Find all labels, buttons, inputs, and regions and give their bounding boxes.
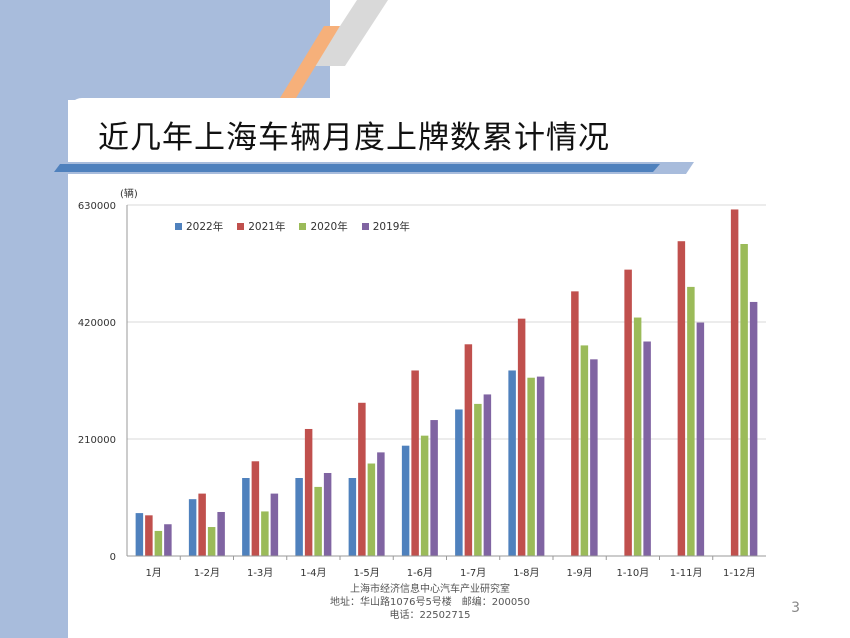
bar-2021年-1-10月 — [624, 269, 632, 556]
footer-org: 上海市经济信息中心汽车产业研究室 — [350, 584, 510, 595]
legend-item: 2019年 — [361, 219, 410, 234]
y-unit-label: (辆) — [120, 187, 138, 200]
legend-swatch — [237, 223, 245, 230]
legend-item: 2022年 — [175, 219, 223, 234]
x-tick-labels: 1月 1-2月 1-3月 1-4月 1-5月 1-6月 1-7月 1-8月 1-9月 1-10月 1… — [145, 556, 756, 579]
bar-2022年-1月 — [135, 513, 144, 556]
x-tick-label: 1-10月 — [617, 567, 650, 579]
chart-legend: 2022年 2021年 2020年 2019年 — [175, 219, 410, 234]
legend-label: 2019年 — [372, 221, 410, 233]
bar-2019年-1-3月 — [270, 493, 279, 556]
bar-2020年-1-3月 — [261, 511, 269, 556]
bar-2022年-1-6月 — [401, 445, 410, 556]
bar-2021年-1-6月 — [411, 370, 419, 556]
x-tick-label: 1-3月 — [247, 567, 273, 579]
bar-2020年-1月 — [154, 530, 163, 556]
orange-diagonal-stripe — [280, 26, 340, 98]
bar-2019年-1-9月 — [590, 359, 598, 556]
bar-2020年-1-8月 — [527, 377, 535, 556]
top-decor-band — [0, 0, 330, 100]
x-tick-label: 1-5月 — [353, 567, 379, 579]
bar-2021年-1-5月 — [358, 402, 366, 556]
footer-address: 地址：华山路1076号5号楼 邮编：200050 — [330, 597, 530, 608]
bar-2020年-1-9月 — [580, 345, 589, 556]
bar-2019年-1月 — [164, 524, 172, 556]
bar-2020年-1-11月 — [687, 286, 695, 556]
x-tick-label: 1-9月 — [566, 567, 592, 579]
bar-2021年-1-3月 — [251, 461, 260, 556]
bar-2019年-1-5月 — [377, 452, 385, 556]
x-tick-label: 1-2月 — [194, 567, 220, 579]
bar-2020年-1-10月 — [633, 317, 642, 556]
bar-2020年-1-6月 — [420, 435, 429, 556]
bar-2021年-1-8月 — [517, 318, 526, 556]
bar-2022年-1-3月 — [242, 478, 250, 556]
bar-2020年-1-5月 — [367, 463, 376, 556]
x-tick-label: 1-11月 — [670, 567, 703, 579]
x-tick-label: 1-8月 — [513, 567, 539, 579]
gray-diagonal-stripe — [314, 0, 388, 66]
page-number: 3 — [791, 600, 800, 616]
bar-2022年-1-5月 — [348, 478, 357, 556]
bar-2022年-1-4月 — [295, 478, 303, 556]
x-tick-label: 1-4月 — [300, 567, 326, 579]
y-tick-label: 0 — [110, 552, 116, 563]
legend-swatch — [361, 223, 369, 230]
bar-2021年-1-12月 — [730, 209, 739, 556]
x-tick-label: 1-6月 — [407, 567, 433, 579]
bar-2020年-1-12月 — [740, 244, 748, 556]
bar-2019年-1-10月 — [643, 341, 651, 556]
y-tick-label: 210000 — [78, 435, 116, 446]
legend-label: 2020年 — [310, 221, 348, 233]
bar-2020年-1-2月 — [207, 527, 216, 556]
bar-2021年-1-9月 — [571, 291, 579, 556]
legend-label: 2021年 — [248, 221, 286, 233]
bar-2022年-1-8月 — [508, 370, 516, 556]
bar-2020年-1-7月 — [474, 403, 482, 556]
y-tick-labels: 0 210000 420000 630000 — [78, 201, 116, 563]
bar-2019年-1-6月 — [430, 420, 438, 556]
bar-2021年-1-2月 — [198, 493, 206, 556]
footer: 上海市经济信息中心汽车产业研究室 地址：华山路1076号5号楼 邮编：20005… — [300, 583, 560, 622]
legend-item: 2020年 — [299, 219, 348, 234]
y-tick-label: 630000 — [78, 201, 116, 212]
bar-2021年-1-4月 — [304, 428, 313, 556]
bar-2019年-1-12月 — [749, 301, 758, 556]
bar-2021年-1月 — [145, 515, 153, 556]
x-tick-label: 1-12月 — [723, 567, 756, 579]
left-decor-band — [0, 0, 68, 638]
slide-title: 近几年上海车辆月度上牌数累计情况 — [98, 120, 610, 156]
legend-item: 2021年 — [237, 219, 285, 234]
legend-swatch — [175, 223, 182, 230]
x-tick-label: 1-7月 — [460, 567, 486, 579]
y-tick-label: 420000 — [78, 318, 116, 329]
legend-swatch — [299, 223, 307, 230]
bar-2019年-1-4月 — [323, 472, 332, 556]
gridlines — [127, 204, 766, 440]
bar-2020年-1-4月 — [314, 486, 322, 556]
bars — [135, 209, 758, 556]
bar-2021年-1-11月 — [677, 241, 686, 556]
bar-2019年-1-8月 — [536, 376, 545, 556]
title-underline-dark — [54, 164, 660, 172]
legend-label: 2022年 — [186, 221, 224, 233]
bar-2022年-1-7月 — [455, 409, 463, 556]
bar-2019年-1-11月 — [696, 322, 705, 556]
bar-2019年-1-7月 — [483, 394, 492, 556]
bar-2019年-1-2月 — [217, 511, 225, 556]
x-tick-label: 1月 — [145, 567, 161, 579]
footer-phone: 电话：22502715 — [389, 610, 471, 621]
bar-2021年-1-7月 — [464, 344, 473, 556]
bar-2022年-1-2月 — [188, 499, 197, 556]
